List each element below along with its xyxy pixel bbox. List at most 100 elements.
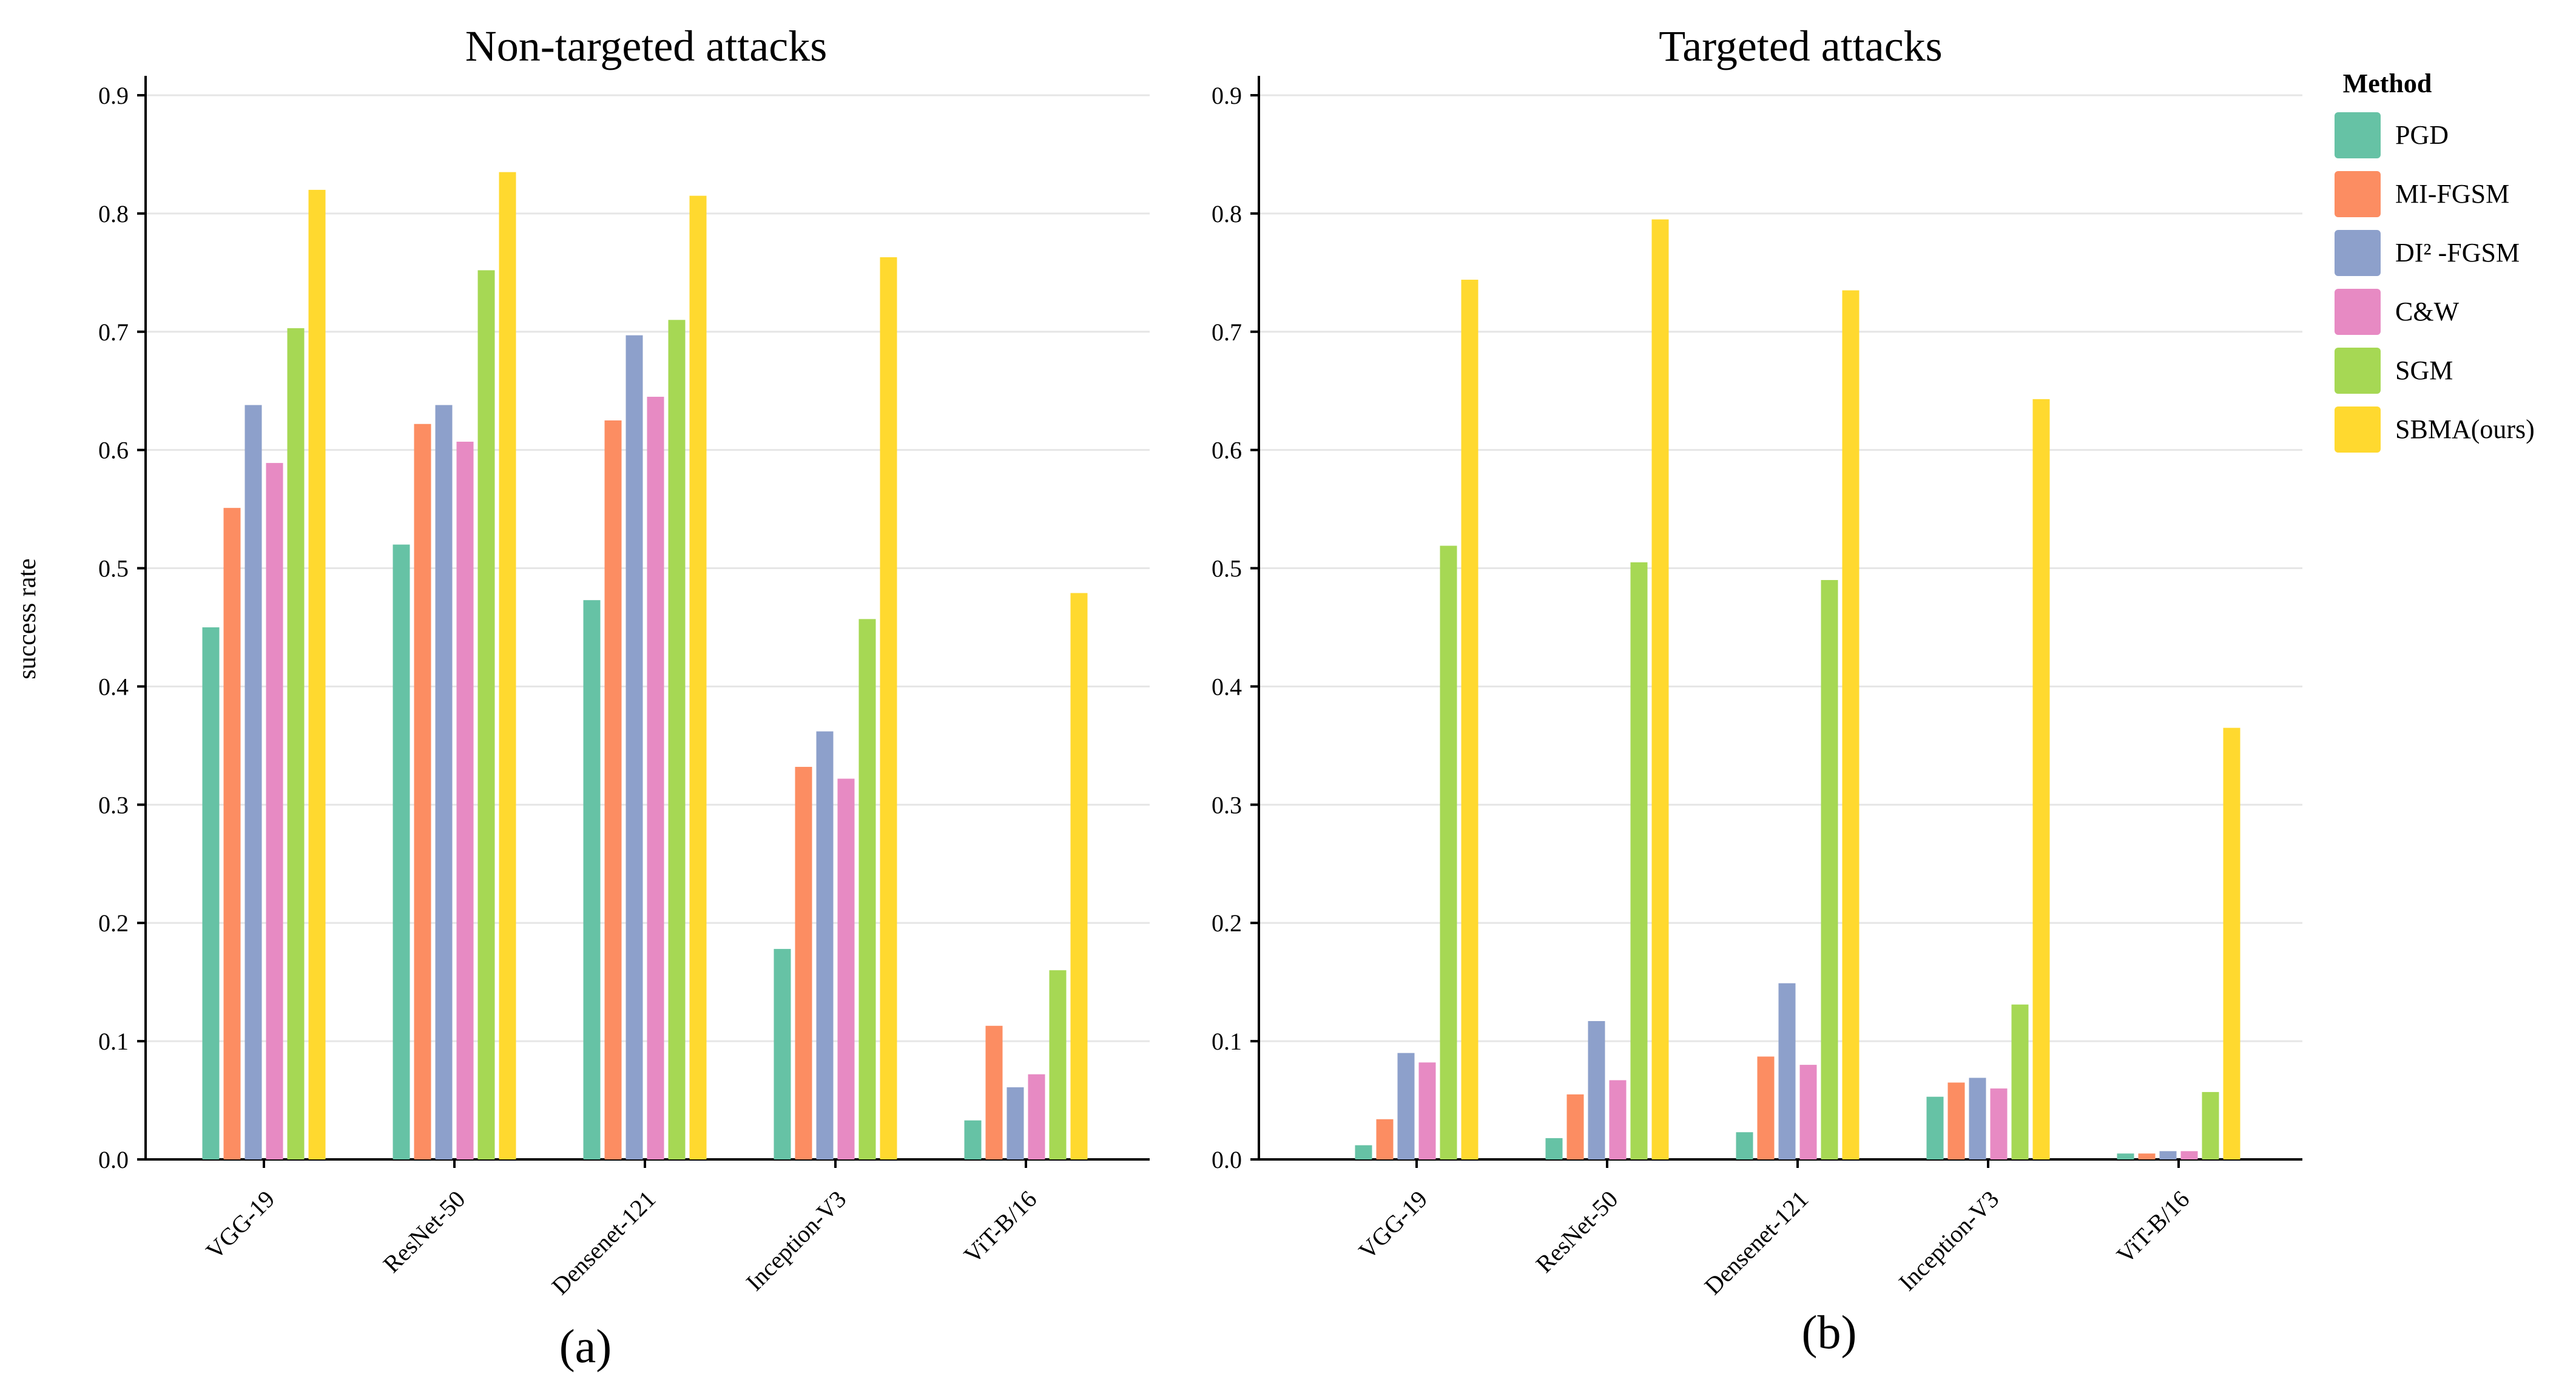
bar-sbma-ours--inception-v3	[880, 257, 897, 1159]
x-tick-label: ResNet-50	[378, 1186, 471, 1278]
legend-label: SGM	[2395, 356, 2453, 385]
bar-sbma-ours--vgg-19	[308, 189, 326, 1159]
bar-mi-fgsm-vit-b-16	[985, 1025, 1003, 1159]
y-tick-label: 0.9	[98, 82, 129, 109]
bar-mi-fgsm-resnet-50	[1566, 1094, 1584, 1159]
bar-mi-fgsm-inception-v3	[1947, 1082, 1965, 1159]
y-tick-label: 0.2	[1212, 909, 1242, 937]
bar-c-w-densenet-121	[647, 396, 664, 1159]
bar-pgd-inception-v3	[1926, 1096, 1944, 1159]
bar-sgm-vit-b-16	[2202, 1091, 2219, 1159]
x-tick-label: ViT-B/16	[2111, 1186, 2195, 1269]
bar-sgm-vgg-19	[287, 328, 305, 1159]
y-tick-label: 0.7	[1212, 319, 1242, 346]
bar-mi-fgsm-inception-v3	[795, 766, 812, 1159]
x-tick-label: ViT-B/16	[959, 1186, 1042, 1269]
bar-c-w-vgg-19	[1418, 1062, 1436, 1159]
bar-pgd-resnet-50	[1545, 1138, 1563, 1159]
bar-di-fgsm-resnet-50	[435, 405, 453, 1159]
bar-di-fgsm-densenet-121	[1778, 983, 1796, 1159]
legend-swatch	[2335, 112, 2381, 158]
legend-title: Method	[2343, 69, 2432, 98]
bar-pgd-vit-b-16	[964, 1120, 982, 1159]
y-tick-label: 0.4	[1212, 673, 1242, 700]
y-tick-label: 0.7	[98, 319, 129, 346]
y-tick-label: 0.5	[98, 555, 129, 582]
y-tick-label: 0.3	[1212, 791, 1242, 818]
x-tick-label: VGG-19	[201, 1186, 280, 1265]
chart-title: Targeted attacks	[1659, 22, 1942, 70]
chart-panel-a: 0.0 0.1 0.2 0.3 0.4 0.5 0.6 0.7 0.8 0.9 Non-target…	[98, 22, 1150, 1372]
bar-mi-fgsm-densenet-121	[1757, 1056, 1775, 1159]
legend-swatch	[2335, 171, 2381, 217]
bar-c-w-densenet-121	[1799, 1065, 1817, 1159]
y-tick-label: 0.1	[1212, 1028, 1242, 1055]
bar-mi-fgsm-vit-b-16	[2138, 1153, 2156, 1159]
bar-pgd-inception-v3	[774, 949, 791, 1159]
y-tick-label: 0.6	[98, 437, 129, 464]
bar-pgd-vgg-19	[1355, 1145, 1372, 1159]
bar-sgm-densenet-121	[1821, 580, 1838, 1159]
bar-pgd-vit-b-16	[2117, 1153, 2134, 1159]
y-tick-label: 0.8	[98, 200, 129, 228]
y-tick-label: 0.6	[1212, 437, 1242, 464]
x-tick-label: Inception-V3	[741, 1186, 852, 1297]
bar-sgm-densenet-121	[668, 320, 686, 1160]
y-axis-label: success rate	[13, 558, 41, 679]
bar-c-w-inception-v3	[1990, 1088, 2008, 1159]
y-tick-label: 0.0	[1212, 1146, 1242, 1173]
bar-sgm-vgg-19	[1440, 545, 1457, 1159]
bar-pgd-resnet-50	[393, 544, 410, 1159]
bar-sgm-inception-v3	[858, 619, 876, 1159]
bar-mi-fgsm-densenet-121	[604, 420, 622, 1159]
y-tick-label: 0.8	[1212, 200, 1242, 228]
bar-mi-fgsm-resnet-50	[414, 423, 431, 1159]
y-tick-label: 0.2	[98, 909, 129, 937]
bar-di-fgsm-vit-b-16	[1006, 1087, 1024, 1159]
bar-sbma-ours--resnet-50	[1651, 219, 1669, 1160]
chart-title: Non-targeted attacks	[465, 22, 827, 70]
bar-di-fgsm-vgg-19	[244, 405, 262, 1159]
x-tick-label: Inception-V3	[1893, 1186, 2004, 1297]
bar-di-fgsm-inception-v3	[1969, 1078, 1986, 1159]
bar-c-w-resnet-50	[456, 442, 474, 1159]
bar-c-w-resnet-50	[1609, 1080, 1627, 1159]
x-tick-label: VGG-19	[1354, 1186, 1433, 1265]
bar-c-w-vit-b-16	[1028, 1074, 1045, 1159]
bar-sgm-resnet-50	[477, 270, 495, 1159]
bar-di-fgsm-densenet-121	[625, 335, 643, 1159]
bar-pgd-densenet-121	[1736, 1132, 1753, 1159]
bar-c-w-vit-b-16	[2180, 1151, 2198, 1159]
bar-di-fgsm-inception-v3	[816, 731, 834, 1159]
panel-label: (b)	[1802, 1306, 1857, 1358]
bar-sgm-inception-v3	[2011, 1004, 2029, 1159]
y-tick-label: 0.4	[98, 673, 129, 700]
y-tick-label: 0.0	[98, 1146, 129, 1173]
bar-sbma-ours--densenet-121	[689, 195, 707, 1160]
bar-pgd-densenet-121	[583, 600, 601, 1159]
bar-pgd-vgg-19	[202, 627, 220, 1159]
bar-mi-fgsm-vgg-19	[1376, 1119, 1394, 1159]
bar-di-fgsm-resnet-50	[1588, 1020, 1605, 1159]
legend-label: C&W	[2395, 297, 2460, 326]
bar-sbma-ours--vgg-19	[1461, 280, 1479, 1160]
legend-label: DI² -FGSM	[2395, 238, 2520, 268]
bar-sbma-ours--resnet-50	[499, 172, 516, 1160]
legend: Method PGD MI-FGSM DI² -FGSM C&W SGM SBMA(our…	[2335, 69, 2535, 453]
bar-di-fgsm-vit-b-16	[2159, 1151, 2177, 1159]
bar-sbma-ours--densenet-121	[1842, 290, 1860, 1160]
y-tick-label: 0.9	[1212, 82, 1242, 109]
legend-label: PGD	[2395, 120, 2449, 150]
legend-swatch	[2335, 289, 2381, 335]
legend-swatch	[2335, 406, 2381, 453]
y-tick-label: 0.3	[98, 791, 129, 818]
bar-sbma-ours--vit-b-16	[1070, 593, 1088, 1159]
bar-c-w-vgg-19	[266, 463, 283, 1159]
bar-c-w-inception-v3	[837, 778, 855, 1159]
bar-mi-fgsm-vgg-19	[223, 508, 241, 1159]
bar-sbma-ours--inception-v3	[2032, 399, 2050, 1159]
bar-di-fgsm-vgg-19	[1397, 1053, 1415, 1159]
panel-label: (a)	[559, 1320, 612, 1372]
bar-sgm-vit-b-16	[1049, 970, 1067, 1159]
